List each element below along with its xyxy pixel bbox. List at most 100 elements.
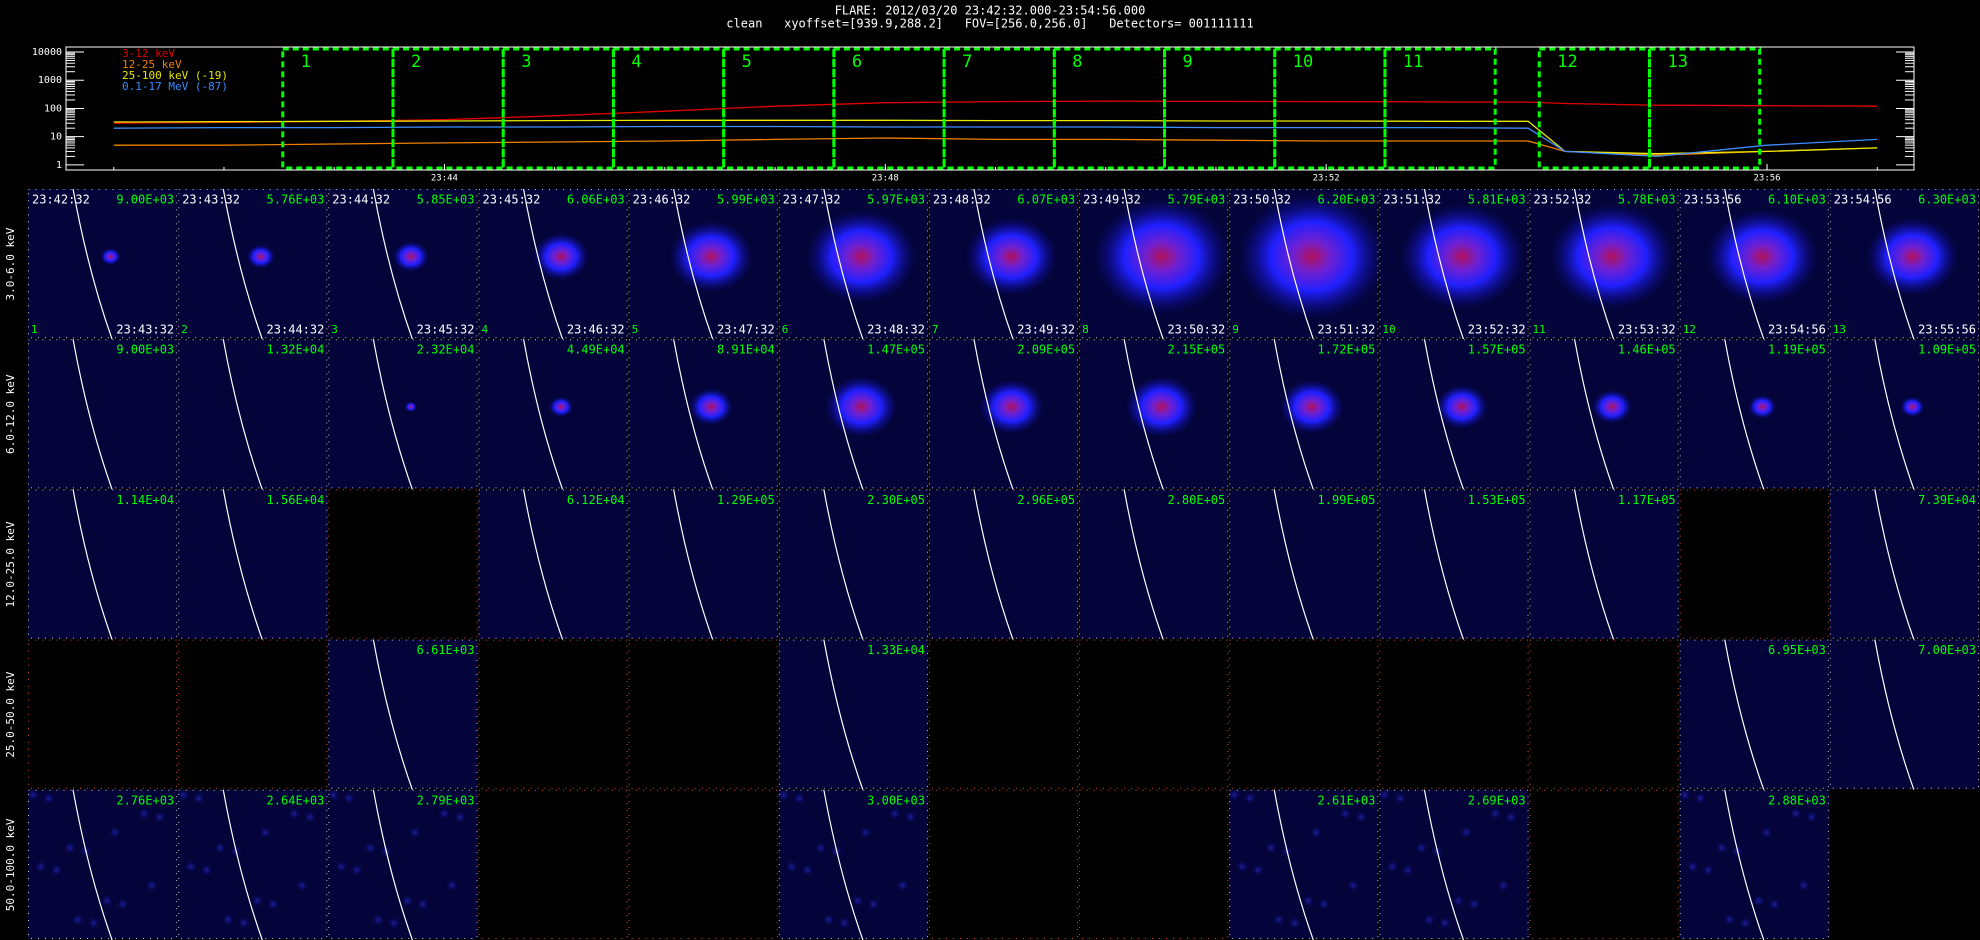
solar-limb (1573, 188, 1615, 340)
noise-blob (801, 864, 814, 876)
row-label: 12.0-25.0 keV (4, 521, 17, 607)
start-time: 23:54:56 (1834, 193, 1892, 207)
image-panel: 1.14E+04 (28, 489, 178, 640)
noise-blob (116, 898, 129, 911)
noise-blob (237, 917, 250, 929)
image-panel: 5.76E+03 23:43:32 23:44:32 2 (178, 188, 328, 340)
panel-axes (1079, 189, 1229, 339)
panel-axes (1379, 789, 1529, 939)
noise-blob (350, 864, 363, 876)
image-panel: 2.88E+03 (1678, 788, 1829, 940)
source-blob (1592, 389, 1633, 424)
solar-limb (823, 639, 864, 791)
noise-blob (822, 913, 835, 926)
solar-limb (1874, 339, 1915, 490)
solar-limb (372, 639, 413, 791)
peak-value: 1.57E+05 (1468, 343, 1526, 357)
noise-blob (1415, 841, 1428, 854)
noise-blob (101, 894, 113, 907)
image-panel (178, 639, 328, 789)
peak-value: 1.29E+05 (717, 493, 775, 507)
noise-blob (364, 841, 377, 854)
noise-blob (1452, 894, 1465, 907)
row-label: 6.0-12.0 keV (4, 374, 17, 454)
panel-axes (328, 189, 478, 339)
interval-box (832, 47, 946, 170)
panel-axes (778, 339, 928, 489)
interval-box (1647, 47, 1762, 170)
panel-axes (478, 489, 628, 639)
image-panel (28, 639, 178, 789)
start-time: 23:46:32 (633, 193, 691, 207)
image-panel: 2.76E+03 (27, 788, 178, 940)
image-panel (1079, 639, 1229, 789)
interval-box (281, 47, 395, 170)
peak-value: 1.17E+05 (1618, 493, 1676, 507)
peak-value: 2.32E+04 (417, 343, 475, 357)
noise-blob (1378, 788, 1391, 801)
solar-limb (823, 789, 864, 940)
solar-limb (372, 339, 413, 490)
panel-bg (778, 639, 928, 789)
panel-bg (1529, 639, 1679, 789)
source-blob (1706, 208, 1819, 305)
panel-axes (628, 789, 778, 939)
image-panel (1379, 639, 1529, 789)
end-time: 23:47:32 (717, 323, 775, 337)
source-blob (1399, 203, 1524, 310)
image-panel: 2.80E+05 (1079, 489, 1229, 640)
peak-value: 5.76E+03 (267, 193, 325, 207)
source-blob (825, 376, 898, 438)
panel-axes (1679, 489, 1829, 639)
peak-value: 4.49E+04 (567, 343, 625, 357)
image-panel: 9.00E+03 (28, 339, 178, 490)
source-blob (533, 232, 590, 281)
image-panel (1679, 489, 1829, 639)
image-panel: 6.95E+03 (1679, 639, 1829, 791)
solar-limb (973, 339, 1014, 490)
peak-value: 2.64E+03 (267, 793, 325, 807)
panel-bg (1829, 789, 1979, 939)
image-panel: 1.99E+05 (1229, 489, 1379, 640)
panel-axes (1829, 639, 1979, 789)
panel-bg (1229, 789, 1379, 939)
peak-value: 1.72E+05 (1318, 343, 1376, 357)
noise-blob (87, 917, 100, 929)
peak-value: 1.32E+04 (267, 343, 325, 357)
noise-blob (71, 913, 84, 926)
panel-axes (328, 339, 478, 489)
panel-bg (628, 789, 778, 939)
noise-blob (50, 864, 63, 876)
image-panel: 6.10E+03 23:53:56 23:54:56 12 (1679, 188, 1829, 340)
noise-blob (372, 913, 385, 926)
panel-bg (1229, 489, 1379, 639)
interval-label: 13 (1667, 52, 1687, 72)
panel-bg (1679, 489, 1829, 639)
source-blob (965, 217, 1058, 296)
start-time: 23:43:32 (182, 193, 240, 207)
panel-index: 7 (932, 323, 939, 336)
solar-limb (1273, 489, 1314, 640)
peak-value: 1.53E+05 (1468, 493, 1526, 507)
image-panel: 2.61E+03 (1228, 788, 1379, 940)
panel-axes (778, 639, 928, 789)
panel-bg (478, 789, 628, 939)
panel-bg (478, 489, 628, 639)
image-panel (478, 639, 628, 789)
end-time: 23:50:32 (1167, 323, 1225, 337)
noise-blob (1394, 792, 1407, 805)
panel-axes (628, 339, 778, 489)
noise-blob (438, 807, 451, 820)
panel-axes (328, 789, 478, 939)
peak-value: 2.88E+03 (1768, 793, 1826, 807)
noise-blob (1760, 826, 1773, 839)
panel-bg (1079, 639, 1229, 789)
source-blob (669, 220, 754, 293)
peak-value: 1.09E+05 (1918, 343, 1976, 357)
interval-box (942, 47, 1056, 170)
panel-axes (1079, 639, 1229, 789)
noise-blob (303, 811, 316, 823)
peak-value: 2.61E+03 (1318, 793, 1376, 807)
solar-limb (1573, 489, 1615, 640)
interval-label: 10 (1293, 52, 1313, 72)
